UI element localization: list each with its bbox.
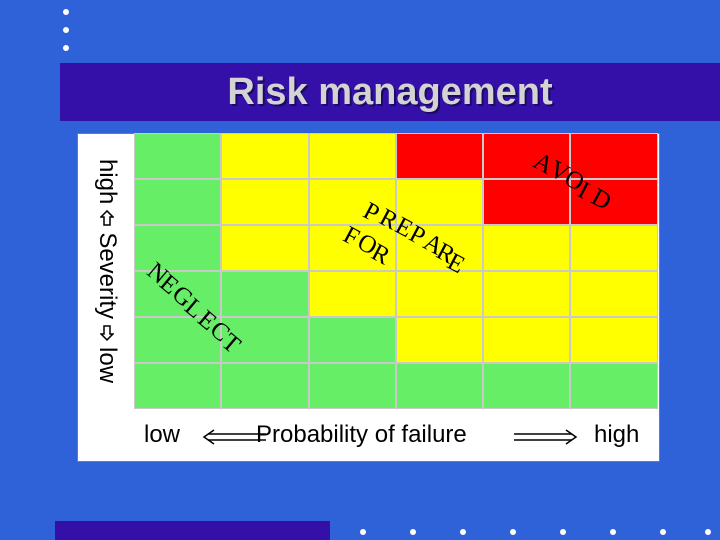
decorative-dot [610, 529, 616, 535]
decorative-dot [660, 529, 666, 535]
double-arrow-left-icon [202, 429, 266, 445]
decorative-dot [360, 529, 366, 535]
matrix-cell [396, 363, 483, 409]
decorative-dot [63, 27, 69, 33]
matrix-cell [570, 271, 658, 317]
matrix-cell [483, 225, 570, 271]
matrix-cell [134, 133, 221, 179]
decorative-bar [55, 521, 330, 540]
matrix-cell [396, 133, 483, 179]
decorative-dot [510, 529, 516, 535]
arrow-left-icon [100, 210, 114, 227]
matrix-cell [309, 363, 396, 409]
matrix-cell [221, 133, 309, 179]
matrix-cell [134, 363, 221, 409]
matrix-cell [309, 179, 396, 225]
matrix-cell [221, 271, 309, 317]
severity-low-label: low [94, 347, 121, 384]
probability-low-label: low [144, 421, 181, 448]
slide-title: Risk management [227, 71, 553, 113]
severity-high-label: high [94, 158, 121, 205]
matrix-cell [570, 225, 658, 271]
matrix-cell [134, 317, 221, 363]
probability-axis: low Probability of failure high [134, 415, 658, 455]
matrix-cell [396, 179, 483, 225]
matrix-cell [570, 317, 658, 363]
decorative-dot [705, 529, 711, 535]
matrix-cell [396, 271, 483, 317]
matrix-cell [570, 179, 658, 225]
matrix-cell [483, 317, 570, 363]
probability-high-label: high [594, 421, 640, 448]
severity-axis: high Severity low [80, 133, 134, 409]
matrix-cell [134, 225, 221, 271]
decorative-dot [410, 529, 416, 535]
matrix-cell [309, 271, 396, 317]
matrix-cell [221, 317, 309, 363]
severity-axis-label: Severity [94, 232, 121, 320]
matrix-cell [134, 271, 221, 317]
matrix-cell [570, 363, 658, 409]
matrix-cell [483, 179, 570, 225]
matrix-cell [309, 225, 396, 271]
matrix-cell [570, 133, 658, 179]
decorative-dot [560, 529, 566, 535]
double-arrow-right-icon [514, 429, 578, 445]
arrow-right-icon [100, 325, 114, 342]
matrix-cell [309, 133, 396, 179]
matrix-cell [396, 225, 483, 271]
decorative-dot [460, 529, 466, 535]
matrix-cell [221, 363, 309, 409]
matrix-cell [483, 363, 570, 409]
matrix-cell [483, 271, 570, 317]
decorative-dot [63, 45, 69, 51]
matrix-cell [134, 179, 221, 225]
matrix-cell [309, 317, 396, 363]
probability-axis-label: Probability of failure [256, 421, 467, 448]
matrix-cell [483, 133, 570, 179]
matrix-cell [221, 225, 309, 271]
decorative-dot [63, 9, 69, 15]
risk-matrix-grid [134, 133, 658, 409]
matrix-cell [396, 317, 483, 363]
matrix-cell [221, 179, 309, 225]
title-band: Risk management [60, 63, 720, 121]
